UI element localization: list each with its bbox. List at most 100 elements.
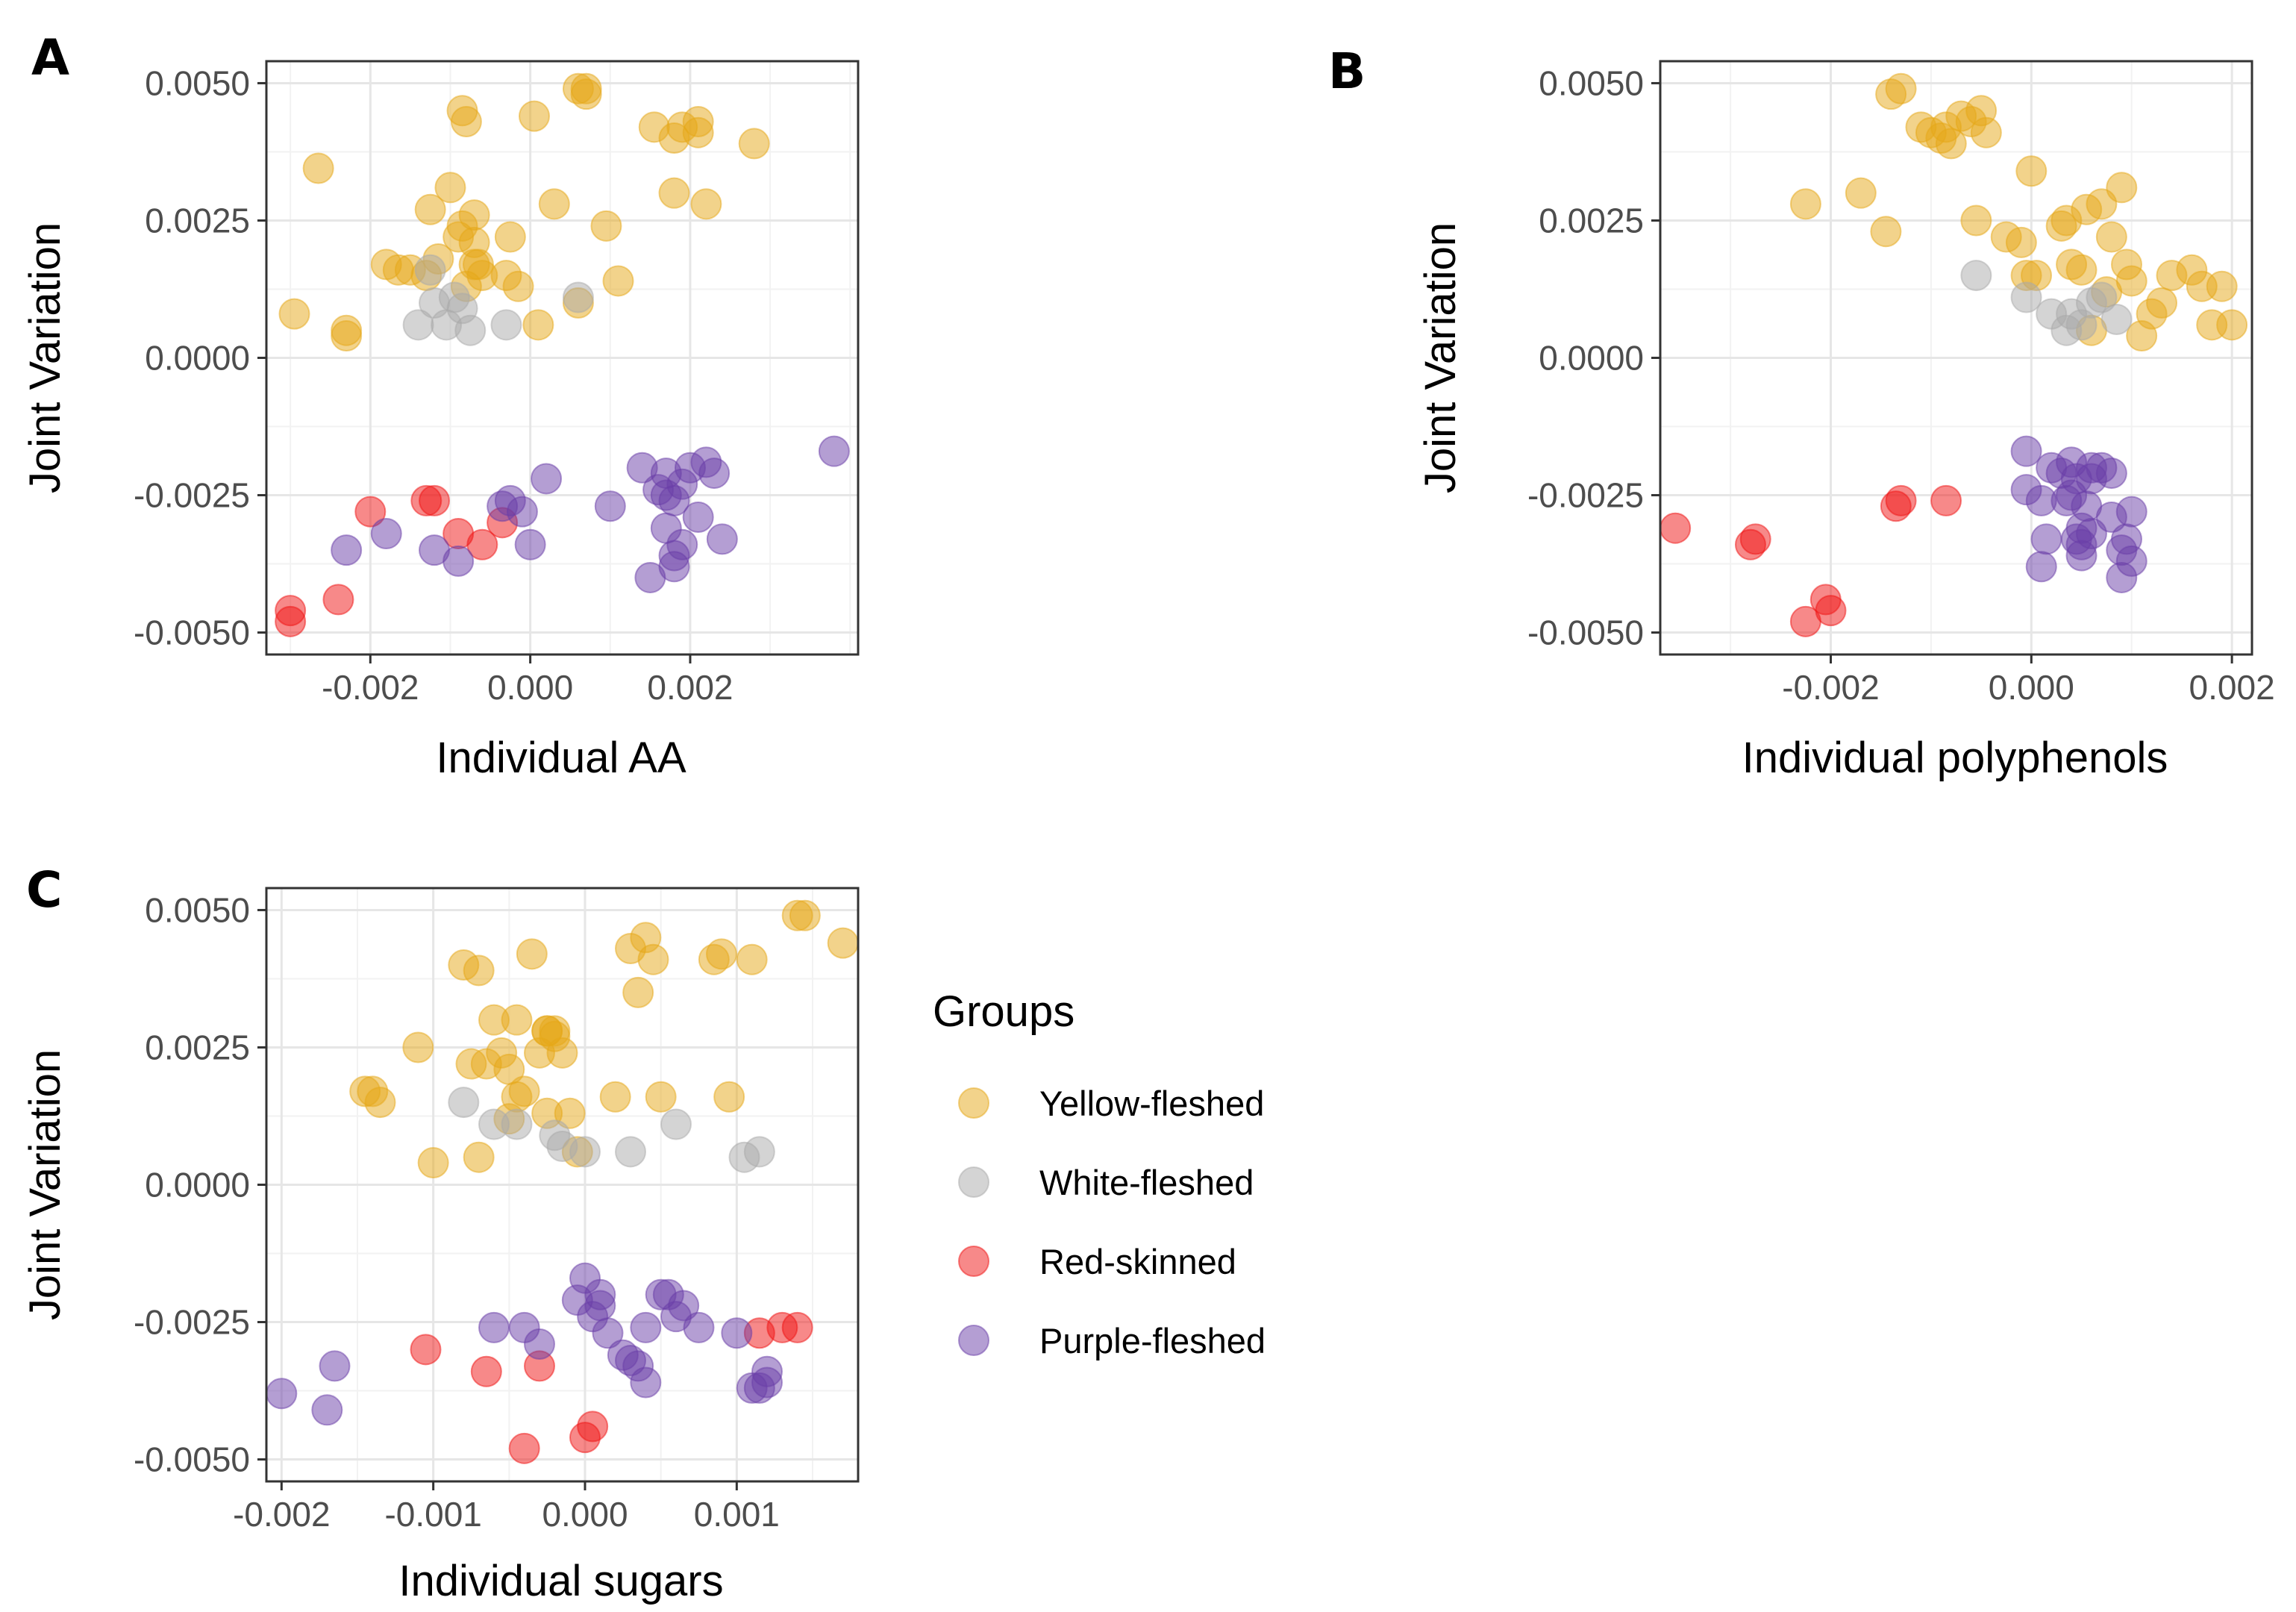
panel-letter: A <box>31 29 69 87</box>
point-white <box>448 1087 480 1119</box>
point-yellow <box>1935 128 1967 160</box>
point-yellow <box>1789 188 1821 220</box>
x-axis-title: Individual AA <box>436 734 686 782</box>
point-white <box>2010 281 2042 313</box>
point-yellow <box>522 309 554 341</box>
point-yellow <box>302 152 334 184</box>
point-purple <box>514 528 546 560</box>
y-tick-label: 0.0000 <box>145 339 250 378</box>
point-yellow <box>2146 287 2178 319</box>
point-white <box>569 1136 601 1168</box>
point-purple <box>584 1278 616 1310</box>
point-purple <box>442 545 475 577</box>
point-purple <box>319 1350 351 1382</box>
legend: Groups Yellow-fleshed White-fleshed Red-sk… <box>933 987 1266 1360</box>
point-purple <box>698 457 731 490</box>
point-white <box>660 1108 692 1140</box>
y-tick-label: 0.0000 <box>145 1166 250 1205</box>
panel-letter: C <box>26 861 62 919</box>
point-red <box>322 584 354 616</box>
point-purple <box>666 528 698 560</box>
point-purple <box>2086 452 2118 484</box>
y-tick-label: 0.0000 <box>1539 339 1644 378</box>
point-yellow <box>738 128 770 160</box>
point-white <box>743 1136 775 1168</box>
point-yellow <box>518 100 550 132</box>
point-red <box>410 1334 442 1366</box>
point-white <box>2101 303 2133 335</box>
y-axis-title: Joint Variation <box>1416 222 1465 493</box>
panel-letter: B <box>1328 43 1366 100</box>
legend-key-red <box>958 1246 989 1277</box>
point-yellow <box>789 899 821 931</box>
legend-key-purple <box>958 1325 989 1356</box>
point-red <box>275 605 307 637</box>
point-purple <box>751 1355 783 1387</box>
point-yellow <box>414 193 446 225</box>
point-yellow <box>364 1087 396 1119</box>
y-tick-label: 0.0050 <box>145 63 250 102</box>
point-white <box>454 314 487 346</box>
point-white <box>490 309 522 341</box>
point-purple <box>658 484 690 516</box>
point-yellow <box>463 1141 495 1173</box>
y-tick-label: -0.0025 <box>134 1303 250 1342</box>
point-yellow <box>713 1081 745 1113</box>
point-red <box>1815 595 1847 627</box>
point-purple <box>668 1290 700 1322</box>
point-yellow <box>1885 72 1917 104</box>
point-yellow <box>450 105 482 137</box>
y-axis-title: Joint Variation <box>21 1049 69 1320</box>
y-tick-label: -0.0050 <box>134 613 250 652</box>
point-yellow <box>402 1031 434 1063</box>
point-purple <box>683 1311 715 1343</box>
point-yellow <box>2126 320 2158 352</box>
point-purple <box>2115 545 2148 577</box>
point-yellow <box>516 938 548 970</box>
point-yellow <box>2015 155 2048 187</box>
point-red <box>781 1311 813 1343</box>
y-tick-label: -0.0050 <box>1527 613 1644 652</box>
x-tick-label: 0.000 <box>542 1495 628 1534</box>
point-purple <box>506 496 538 528</box>
x-tick-label: 0.002 <box>647 668 733 707</box>
point-yellow <box>570 78 602 110</box>
point-purple <box>682 501 714 533</box>
point-yellow <box>602 265 634 297</box>
x-axis-title: Individual polyphenols <box>1742 734 2168 782</box>
point-red <box>419 484 451 516</box>
point-purple <box>594 490 626 522</box>
point-white <box>501 1108 533 1140</box>
point-yellow <box>2206 270 2238 302</box>
point-yellow <box>1845 177 1877 209</box>
point-red <box>1739 523 1771 555</box>
point-purple <box>531 463 563 495</box>
x-tick-label: 0.000 <box>487 668 573 707</box>
point-yellow <box>331 314 363 346</box>
point-yellow <box>463 955 495 987</box>
point-purple <box>2115 496 2148 528</box>
legend-label-red: Red-skinned <box>1039 1242 1236 1281</box>
point-white <box>2056 298 2088 330</box>
x-tick-label: -0.002 <box>1782 668 1879 707</box>
point-white <box>615 1136 646 1168</box>
point-red <box>577 1410 609 1443</box>
point-purple <box>706 523 738 555</box>
point-yellow <box>706 938 737 970</box>
point-yellow <box>2115 265 2148 297</box>
point-red <box>508 1432 540 1464</box>
point-purple <box>331 534 363 566</box>
point-white <box>1960 260 1992 292</box>
point-yellow <box>508 1075 540 1108</box>
point-yellow <box>590 210 622 242</box>
panel-c: C -0.002 -0.001 0.000 0.001 -0.0050 -0.0025 0.0… <box>21 861 860 1605</box>
x-tick-label: -0.002 <box>322 668 419 707</box>
x-tick-label: -0.001 <box>384 1495 481 1534</box>
point-yellow <box>554 1097 586 1129</box>
point-yellow <box>2216 309 2248 341</box>
y-tick-label: 0.0050 <box>145 890 250 929</box>
point-purple <box>370 518 402 550</box>
point-purple <box>2030 523 2062 555</box>
legend-key-white <box>958 1166 989 1198</box>
